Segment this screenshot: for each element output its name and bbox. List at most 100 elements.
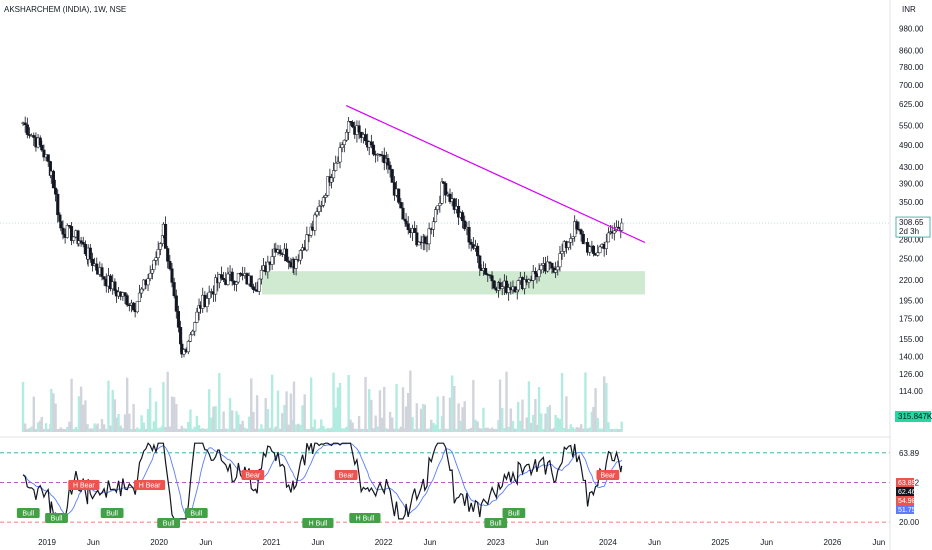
volume-bar: [472, 380, 475, 432]
volume-bars: [21, 370, 623, 432]
candle-body: [217, 274, 221, 284]
candle-body: [38, 137, 42, 146]
volume-bar: [100, 419, 104, 432]
price-tick-label: 780.00: [899, 63, 924, 72]
support-zone[interactable]: [262, 271, 646, 295]
time-tick-label: Jun: [536, 538, 549, 547]
volume-bar: [233, 428, 236, 432]
volume-bar: [478, 428, 481, 432]
volume-bar: [552, 427, 556, 432]
volume-bar: [303, 394, 306, 432]
candle-body: [531, 271, 535, 281]
volume-bar: [605, 383, 608, 432]
volume-bar: [132, 404, 135, 432]
time-tick-label: 2022: [375, 538, 393, 547]
candle-body: [523, 279, 527, 289]
candle-body: [270, 256, 274, 265]
volume-bar: [107, 380, 110, 432]
candle-body: [319, 205, 323, 207]
candle-body: [347, 121, 351, 133]
volume-bar: [463, 401, 466, 432]
candle-body: [581, 233, 585, 245]
volume-bar: [138, 428, 141, 432]
time-tick-label: 2026: [824, 538, 842, 547]
time-tick-label: 2025: [711, 538, 729, 547]
volume-bar: [376, 426, 380, 432]
candle-body: [463, 220, 467, 230]
volume-bar: [529, 422, 533, 432]
volume-value: 315.847K: [898, 412, 932, 421]
volume-bar: [565, 396, 568, 432]
volume-bar: [218, 373, 221, 432]
volume-bar: [364, 376, 367, 432]
candle-body: [25, 124, 29, 135]
volume-bar: [563, 427, 566, 432]
volume-bar: [582, 428, 585, 432]
volume-bar: [313, 419, 317, 432]
volume-bar: [273, 428, 276, 432]
candle-body: [606, 232, 611, 243]
candle-body: [125, 295, 129, 306]
divergence-bull-label: [349, 513, 381, 523]
price-tick-label: 350.00: [899, 198, 924, 207]
volume-bar: [77, 396, 81, 432]
volume-bar: [537, 387, 541, 432]
candle-body: [88, 247, 92, 260]
volume-bar: [287, 424, 290, 432]
volume-bar: [40, 416, 43, 432]
volume-bar: [59, 427, 63, 432]
volume-bar: [210, 417, 213, 432]
candle-body: [180, 343, 184, 355]
candle-body: [386, 158, 390, 166]
volume-bar: [36, 422, 40, 432]
candle-body: [476, 245, 480, 257]
candle-body: [61, 227, 65, 235]
divergence-bull-label: [302, 518, 334, 528]
resistance-trendline[interactable]: [345, 104, 646, 244]
candle-body: [72, 236, 76, 241]
candle-body: [59, 221, 63, 229]
candle-body: [81, 242, 85, 245]
candle-body: [27, 134, 32, 136]
volume-bar: [266, 409, 270, 432]
volume-bar: [372, 428, 375, 432]
divergence-bull-label: [184, 508, 208, 518]
candle-body: [351, 121, 355, 128]
volume-bar: [353, 428, 356, 432]
volume-bar: [548, 405, 552, 432]
rsi-level-label: 20.00: [899, 518, 920, 527]
volume-bar: [509, 408, 513, 432]
volume-bar: [258, 428, 261, 432]
candle-body: [42, 149, 46, 158]
volume-bar: [220, 428, 223, 432]
volume-bar: [378, 390, 382, 432]
price-tick-label: 550.00: [899, 122, 924, 131]
price-tick-label: 980.00: [899, 24, 924, 33]
volume-bar: [86, 424, 89, 432]
candle-body: [550, 262, 554, 269]
volume-bar: [320, 419, 323, 432]
candle-body: [56, 193, 60, 216]
candle-body: [168, 261, 172, 270]
candle-body: [278, 249, 282, 254]
volume-bar: [330, 427, 333, 432]
volume-bar: [226, 428, 230, 432]
candle-body: [417, 241, 421, 246]
volume-bar: [322, 425, 325, 432]
volume-bar: [326, 427, 329, 432]
volume-bar: [70, 378, 73, 432]
rsi-badge: [896, 478, 914, 487]
trendline-layer[interactable]: [345, 104, 646, 244]
volume-bar: [199, 428, 202, 432]
candle-body: [222, 278, 226, 280]
candle-body: [83, 243, 87, 255]
volume-bar: [26, 428, 29, 432]
volume-bar: [175, 403, 178, 432]
candle-body: [146, 278, 150, 286]
candle-body: [488, 274, 492, 276]
volume-bar: [434, 424, 437, 432]
price-tick-label: 390.00: [899, 180, 924, 189]
volume-bar: [264, 398, 267, 432]
candle-body: [438, 202, 442, 207]
